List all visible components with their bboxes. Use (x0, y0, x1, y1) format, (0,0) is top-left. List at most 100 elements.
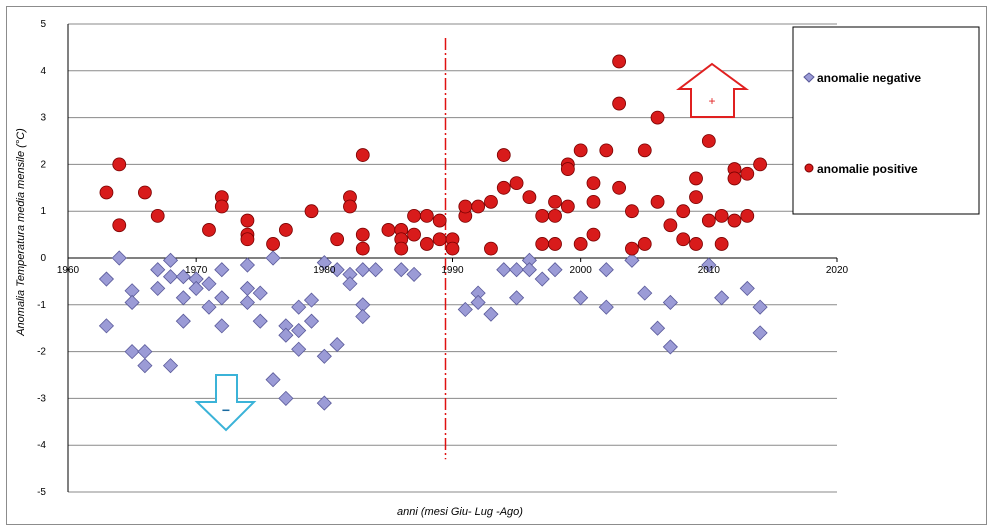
data-point-negative (406, 266, 422, 282)
data-point-positive (112, 157, 127, 172)
x-tick-label: 2000 (570, 265, 593, 276)
data-point-negative (239, 294, 255, 311)
data-point-negative (150, 262, 166, 278)
y-tick-label: 2 (40, 159, 46, 170)
data-point-negative (137, 344, 153, 360)
data-point-positive (676, 204, 691, 219)
data-point-negative (521, 262, 537, 278)
data-point-positive (343, 199, 357, 214)
data-point-positive (214, 199, 229, 214)
data-point-positive (689, 171, 703, 186)
data-point-negative (175, 269, 191, 285)
data-point-negative (701, 257, 717, 273)
x-tick-label: 2010 (698, 265, 721, 276)
data-point-positive (740, 208, 755, 223)
data-point-positive (560, 162, 575, 176)
data-point-positive (599, 143, 614, 158)
data-point-positive (355, 241, 370, 256)
data-point-negative (252, 313, 268, 329)
y-tick-label: -5 (37, 487, 46, 498)
y-axis-label: Anomalia Temperatura media mensile (°C) (15, 128, 27, 337)
y-tick-label: 1 (40, 206, 46, 217)
y-tick-label: 3 (40, 113, 46, 124)
data-point-positive (330, 232, 345, 247)
data-point-positive (509, 176, 524, 191)
data-point-negative (316, 348, 332, 364)
data-point-negative (214, 262, 230, 278)
y-tick-label: -3 (37, 393, 46, 404)
data-point-negative (573, 290, 589, 306)
up-arrow-icon (676, 62, 750, 118)
data-point-positive (458, 199, 473, 214)
data-point-positive (753, 157, 767, 172)
data-point-negative (265, 250, 281, 266)
data-point-positive (355, 148, 370, 162)
data-point-positive (612, 180, 627, 195)
x-tick-label: 1970 (185, 265, 208, 276)
x-tick-label: 2020 (826, 265, 849, 276)
y-tick-label: 5 (40, 19, 46, 30)
x-tick-label: 1990 (441, 265, 464, 276)
data-point-negative (214, 290, 230, 306)
data-point-negative (316, 255, 332, 271)
data-point-negative (278, 390, 294, 406)
data-point-positive (99, 185, 114, 200)
data-point-positive (573, 143, 588, 158)
data-point-positive (612, 96, 627, 111)
data-point-negative (252, 285, 268, 301)
data-point-negative (739, 280, 755, 296)
data-point-positive (548, 194, 562, 209)
data-point-negative (534, 271, 550, 287)
legend-label-negative: anomalie negative (817, 71, 921, 85)
data-point-negative (303, 313, 320, 329)
data-point-negative (624, 252, 640, 268)
data-point-negative (137, 358, 153, 374)
data-point-positive (586, 227, 601, 242)
data-point-positive (419, 237, 434, 251)
x-axis-label: anni (mesi Giu- Lug -Ago) (397, 506, 523, 518)
data-point-negative (470, 294, 486, 311)
data-point-positive (625, 241, 639, 256)
data-point-positive (714, 208, 729, 223)
data-point-positive (407, 208, 421, 223)
data-point-negative (714, 290, 730, 306)
data-point-positive (625, 204, 639, 219)
data-point-positive (535, 208, 550, 223)
data-point-negative (329, 337, 345, 353)
data-point-negative (509, 290, 525, 306)
data-point-negative (662, 294, 678, 311)
data-point-positive (727, 171, 742, 186)
tick-labels: 5 4 3 2 1 0 -1 -2 -3 -4 -5 1960 1970 1980 1990 2000 2010… (37, 19, 848, 498)
data-point-negative (598, 262, 614, 278)
data-point-positive (432, 232, 447, 247)
data-point-positive (586, 194, 601, 209)
legend: anomalie negative anomalie positive (792, 26, 980, 215)
data-point-negative (162, 252, 179, 268)
plus-annotation: + (708, 94, 715, 108)
data-point-positive (150, 208, 165, 223)
y-tick-label: 0 (40, 253, 46, 264)
data-point-positive (137, 185, 152, 200)
data-point-negative (355, 262, 371, 278)
data-point-negative (188, 280, 204, 296)
data-point-negative (329, 262, 345, 278)
data-point-positive (663, 218, 678, 233)
data-point-positive (548, 237, 562, 251)
data-point-positive (419, 208, 434, 223)
x-tick-label: 1980 (313, 265, 336, 276)
data-point-negative (265, 372, 281, 388)
data-point-positive (714, 237, 729, 251)
data-point-positive (701, 134, 716, 148)
data-point-negative (201, 276, 217, 292)
minus-annotation: − (222, 402, 230, 418)
data-point-negative (291, 322, 307, 339)
data-point-negative (201, 299, 217, 315)
data-points (98, 54, 768, 411)
data-point-positive (355, 227, 370, 242)
legend-label-positive: anomalie positive (817, 162, 918, 176)
data-point-positive (701, 213, 716, 228)
scatter-chart: + − 5 4 3 2 1 0 -1 -2 -3 -4 -5 1960 1970 1980 1990 2000… (15, 19, 980, 518)
data-point-negative (150, 280, 166, 296)
data-point-positive (304, 204, 319, 219)
data-point-positive (112, 218, 127, 233)
